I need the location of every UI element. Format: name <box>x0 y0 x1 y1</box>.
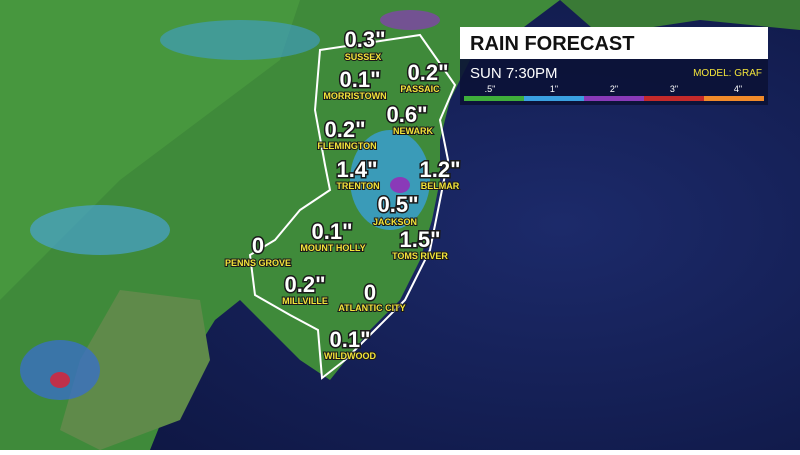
city: SUSSEX <box>345 52 382 62</box>
amount: 0.3" <box>344 27 385 52</box>
time: SUN 7:30PM <box>470 65 558 82</box>
amount: 0.1" <box>329 327 370 352</box>
amount: 0.2" <box>284 272 325 297</box>
amount: 0 <box>364 280 376 305</box>
amount: 0.1" <box>311 219 352 244</box>
forecast-panel: RAIN FORECAST SUN 7:30PM MODEL: GRAF .5"… <box>460 27 768 105</box>
model: MODEL: GRAF <box>693 68 762 79</box>
city: ATLANTIC CITY <box>338 303 405 313</box>
state-outline <box>248 33 457 380</box>
city: JACKSON <box>373 217 417 227</box>
amount: 0.2" <box>324 117 365 142</box>
city: TOMS RIVER <box>392 251 448 261</box>
amount: 0.1" <box>339 67 380 92</box>
amount: 0.2" <box>407 60 448 85</box>
city: NEWARK <box>393 126 433 136</box>
city: FLEMINGTON <box>317 141 376 151</box>
amount: 1.4" <box>336 157 377 182</box>
city: MOUNT HOLLY <box>300 243 365 253</box>
amount: 0 <box>252 233 264 258</box>
city-labels: 0.3" SUSSEX 0.1" MORRISTOWN 0.2" PASSAIC… <box>224 26 462 363</box>
city: MORRISTOWN <box>323 91 386 101</box>
legend-swatch <box>464 96 524 101</box>
legend-label: 2" <box>610 84 618 94</box>
amount: 1.2" <box>419 157 460 182</box>
city: TRENTON <box>336 181 379 191</box>
legend-swatch <box>524 96 584 101</box>
city: PASSAIC <box>400 84 440 94</box>
legend-label: 4" <box>734 84 742 94</box>
legend-label: .5" <box>485 84 496 94</box>
city: PENNS GROVE <box>225 258 291 268</box>
amount: 0.5" <box>377 192 418 217</box>
legend-swatch <box>584 96 644 101</box>
title: RAIN FORECAST <box>470 33 634 55</box>
legend-label: 3" <box>670 84 678 94</box>
legend-label: 1" <box>550 84 558 94</box>
city: WILDWOOD <box>324 351 376 361</box>
city: BELMAR <box>421 181 460 191</box>
legend-swatch <box>644 96 704 101</box>
title-box <box>460 27 768 59</box>
amount: 0.6" <box>386 102 427 127</box>
amount: 1.5" <box>399 227 440 252</box>
legend-swatch <box>704 96 764 101</box>
city: MILLVILLE <box>282 296 328 306</box>
